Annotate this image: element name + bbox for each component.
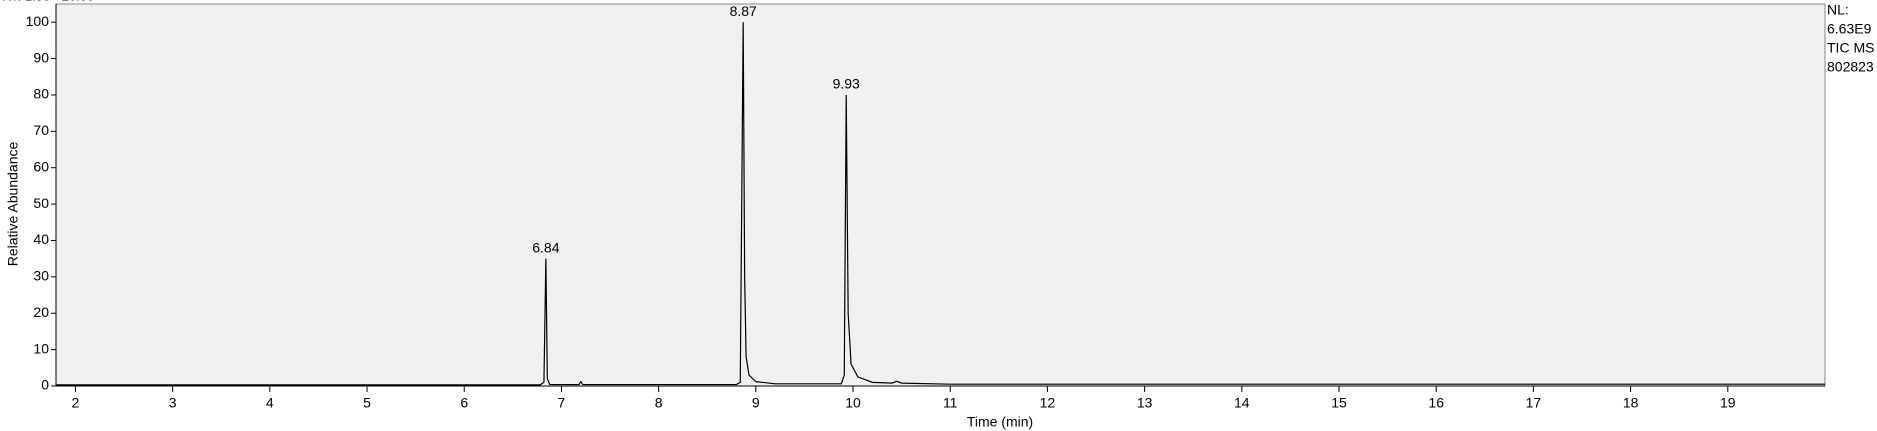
x-tick-label: 8 xyxy=(655,395,663,411)
y-tick-label: 80 xyxy=(33,86,49,102)
x-tick-label: 13 xyxy=(1137,395,1153,411)
x-tick-label: 10 xyxy=(845,395,861,411)
y-tick-label: 50 xyxy=(33,195,49,211)
x-tick-label: 6 xyxy=(460,395,468,411)
y-tick-label: 40 xyxy=(33,231,49,247)
x-tick-label: 9 xyxy=(752,395,760,411)
x-tick-label: 18 xyxy=(1623,395,1639,411)
x-tick-label: 16 xyxy=(1428,395,1444,411)
y-tick-label: 10 xyxy=(33,340,49,356)
side-note: 6.63E9 xyxy=(1827,21,1872,37)
x-tick-label: 7 xyxy=(558,395,566,411)
trace xyxy=(56,22,1825,386)
side-note: TIC MS xyxy=(1827,40,1874,56)
y-tick-label: 70 xyxy=(33,122,49,138)
y-axis-title: Relative Abundance xyxy=(5,142,21,267)
x-tick-label: 12 xyxy=(1040,395,1056,411)
y-tick-label: 90 xyxy=(33,49,49,65)
range-text: RT: 1.80 - 20.00 xyxy=(2,0,94,3)
peak-label: 8.87 xyxy=(730,3,757,19)
y-tick-label: 30 xyxy=(33,268,49,284)
plot-area xyxy=(55,3,1826,387)
side-note: NL: xyxy=(1827,2,1849,18)
y-tick-label: 60 xyxy=(33,158,49,174)
x-axis-title: Time (min) xyxy=(967,414,1033,430)
x-tick-label: 19 xyxy=(1720,395,1736,411)
y-tick-label: 20 xyxy=(33,304,49,320)
x-tick-label: 11 xyxy=(943,395,958,411)
x-tick-label: 17 xyxy=(1526,395,1542,411)
x-tick-label: 4 xyxy=(266,395,274,411)
peak-label: 9.93 xyxy=(833,76,860,92)
peak-label: 6.84 xyxy=(532,239,559,255)
x-tick-label: 5 xyxy=(363,395,371,411)
x-tick-label: 14 xyxy=(1234,395,1250,411)
x-tick-label: 3 xyxy=(169,395,177,411)
y-tick-label: 100 xyxy=(26,13,50,29)
side-note: 802823 xyxy=(1827,59,1874,75)
x-tick-label: 2 xyxy=(72,395,80,411)
y-tick-label: 0 xyxy=(41,377,49,393)
x-tick-label: 15 xyxy=(1331,395,1347,411)
